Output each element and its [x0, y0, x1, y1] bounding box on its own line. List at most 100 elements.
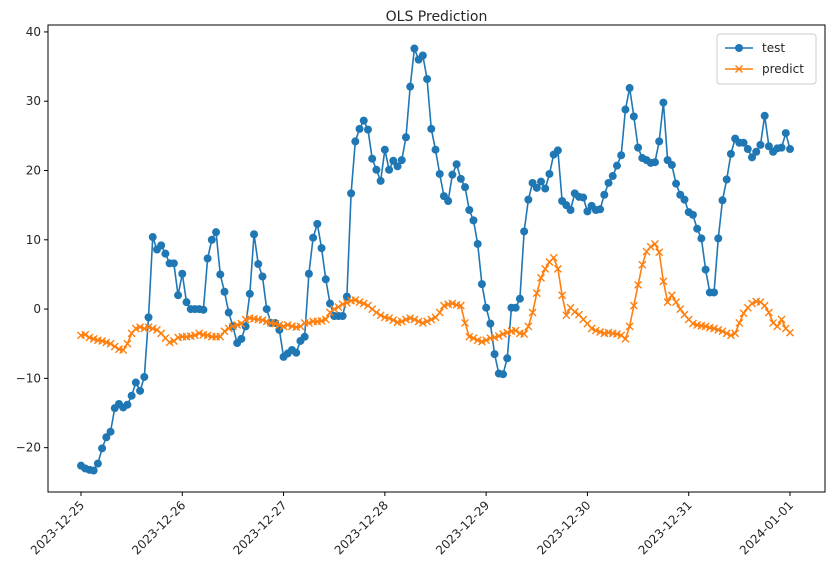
data-point-test — [258, 272, 267, 281]
data-point-test — [212, 228, 221, 237]
data-point-test — [655, 137, 664, 146]
data-point-test — [169, 259, 178, 268]
data-point-test — [161, 249, 170, 258]
data-point-predict — [342, 298, 351, 307]
data-point-test — [102, 433, 111, 442]
x-tick-label: 2023-12-31 — [636, 498, 695, 557]
data-point-predict — [456, 301, 465, 310]
x-tick-label: 2023-12-28 — [332, 498, 391, 557]
data-point-test — [579, 193, 588, 202]
data-point-predict — [638, 260, 647, 269]
data-point-test — [726, 149, 735, 158]
data-point-test — [321, 275, 330, 284]
data-point-test — [537, 177, 546, 186]
data-point-predict — [672, 298, 681, 307]
data-point-predict — [427, 315, 436, 324]
data-point-test — [710, 288, 719, 297]
data-point-test — [781, 129, 790, 138]
data-point-test — [410, 44, 419, 53]
data-point-test — [359, 116, 368, 125]
data-point-test — [423, 75, 432, 84]
data-point-test — [612, 161, 621, 170]
series-predict — [77, 239, 794, 354]
x-tick-label: 2023-12-27 — [230, 498, 289, 557]
y-tick-label: 10 — [26, 233, 41, 247]
data-point-test — [524, 195, 533, 204]
data-point-test — [174, 291, 183, 300]
data-point-predict — [216, 332, 225, 341]
data-point-test — [157, 241, 166, 250]
data-point-test — [760, 111, 769, 120]
data-point-test — [583, 207, 592, 216]
data-point-test — [764, 142, 773, 151]
data-point-test — [473, 239, 482, 248]
data-point-test — [596, 205, 605, 214]
data-point-predict — [764, 308, 773, 317]
data-point-test — [397, 156, 406, 165]
data-point-test — [515, 294, 524, 303]
data-point-predict — [423, 317, 432, 326]
data-point-test — [634, 143, 643, 152]
data-point-predict — [537, 273, 546, 282]
data-point-test — [380, 145, 389, 154]
data-point-predict — [549, 253, 558, 262]
data-point-test — [701, 265, 710, 274]
data-point-test — [553, 146, 562, 155]
data-point-predict — [110, 342, 119, 351]
data-point-test — [456, 174, 465, 183]
data-point-predict — [621, 334, 630, 343]
data-point-test — [393, 162, 402, 171]
data-point-test — [604, 178, 613, 187]
data-point-predict — [760, 301, 769, 310]
data-point-predict — [634, 280, 643, 289]
legend-item-predict: predict — [725, 62, 804, 76]
data-point-test — [98, 444, 107, 453]
legend-marker — [735, 44, 743, 52]
data-point-predict — [106, 339, 115, 348]
data-point-predict — [722, 329, 731, 338]
data-point-test — [363, 125, 372, 134]
data-point-test — [89, 466, 98, 475]
data-point-test — [465, 206, 474, 214]
y-tick-label: 0 — [33, 302, 41, 316]
data-point-predict — [655, 248, 664, 257]
data-point-predict — [385, 314, 394, 323]
data-point-predict — [334, 303, 343, 311]
data-point-predict — [541, 264, 550, 273]
data-point-predict — [663, 298, 672, 307]
data-point-predict — [629, 301, 638, 310]
data-point-test — [93, 459, 102, 468]
data-point-predict — [786, 328, 794, 337]
x-tick-label: 2024-01-01 — [737, 498, 796, 557]
x-axis: 2023-12-25 2023-12-26 2023-12-27 2023-12-28… — [28, 492, 796, 557]
data-point-test — [355, 124, 364, 133]
y-tick-label: −10 — [16, 371, 41, 385]
data-point-predict — [469, 334, 478, 343]
data-point-test — [739, 138, 748, 147]
data-point-test — [743, 145, 752, 154]
data-point-test — [532, 183, 541, 192]
data-point-predict — [482, 336, 491, 345]
data-point-test — [245, 289, 254, 298]
data-point-test — [511, 303, 520, 312]
y-tick-label: 20 — [26, 164, 41, 178]
x-tick-label: 2023-12-29 — [433, 498, 492, 557]
data-point-test — [566, 206, 575, 214]
data-point-test — [123, 400, 132, 409]
data-point-test — [203, 254, 212, 263]
data-point-predict — [321, 315, 330, 324]
data-point-predict — [731, 329, 740, 338]
data-point-test — [608, 172, 617, 181]
data-point-test — [503, 354, 512, 363]
data-point-predict — [562, 311, 571, 320]
y-tick-label: 40 — [26, 25, 41, 39]
data-point-test — [418, 51, 427, 60]
data-point-test — [752, 147, 761, 156]
data-point-test — [688, 210, 697, 219]
data-point-predict — [520, 330, 529, 339]
data-point-predict — [389, 316, 398, 325]
data-point-predict — [587, 324, 596, 333]
data-point-predict — [524, 322, 533, 331]
data-point-test — [199, 305, 208, 314]
